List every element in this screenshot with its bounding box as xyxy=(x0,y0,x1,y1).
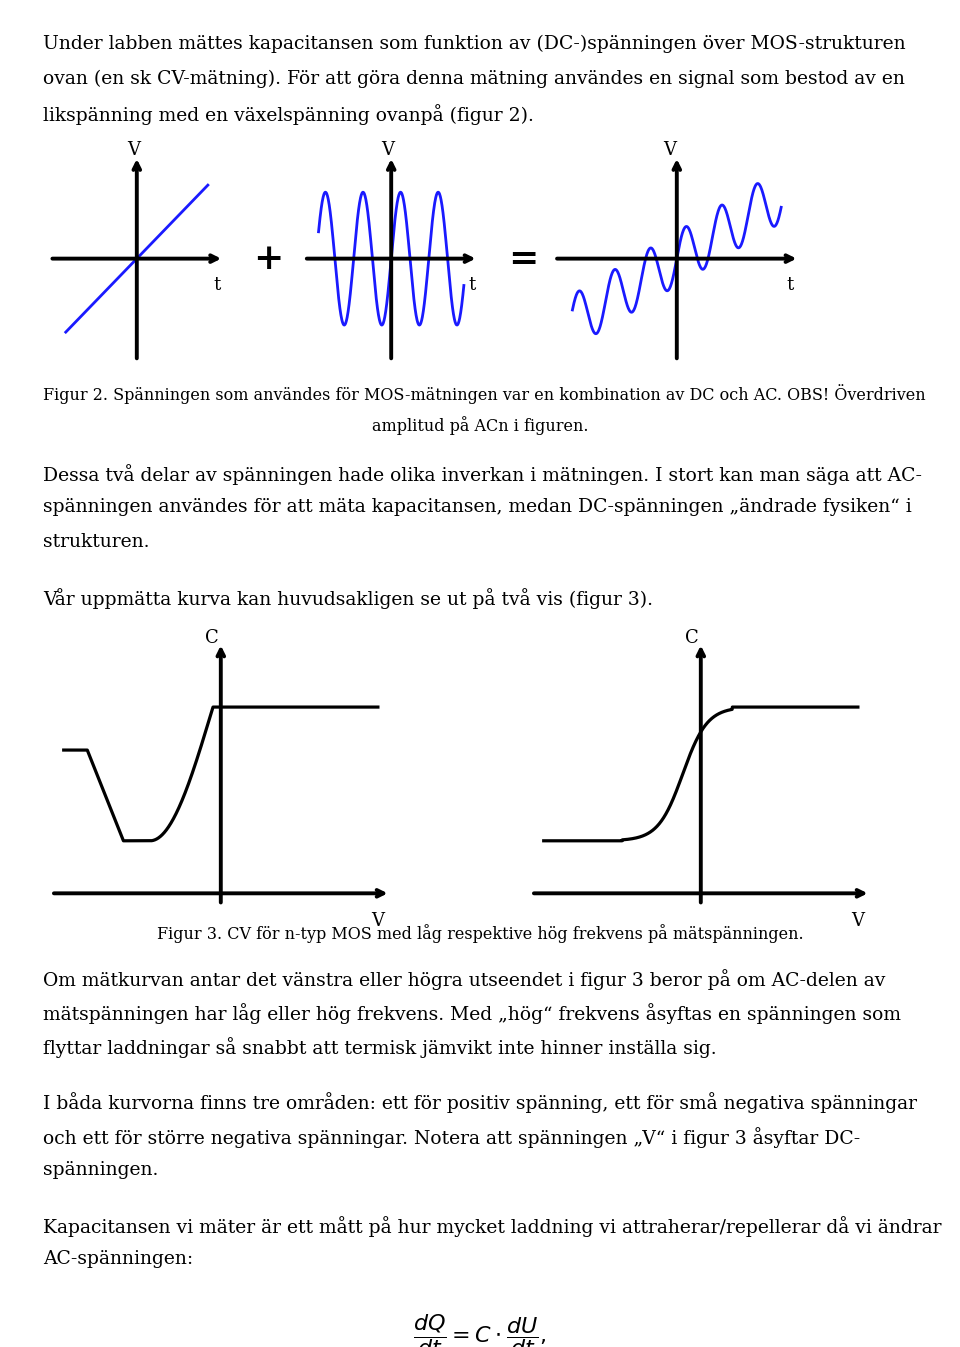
Text: spänningen.: spänningen. xyxy=(43,1161,158,1179)
Text: I båda kurvorna finns tre områden: ett för positiv spänning, ett för små negativ: I båda kurvorna finns tre områden: ett f… xyxy=(43,1092,917,1114)
Text: spänningen användes för att mäta kapacitansen, medan DC-spänningen „ändrade fysi: spänningen användes för att mäta kapacit… xyxy=(43,498,912,516)
Text: V: V xyxy=(127,141,140,159)
Text: V: V xyxy=(852,912,864,931)
Text: V: V xyxy=(381,141,395,159)
Text: t: t xyxy=(786,276,794,294)
Text: V: V xyxy=(372,912,384,931)
Text: Dessa två delar av spänningen hade olika inverkan i mätningen. I stort kan man s: Dessa två delar av spänningen hade olika… xyxy=(43,463,923,485)
Text: likspänning med en växelspänning ovanpå (figur 2).: likspänning med en växelspänning ovanpå … xyxy=(43,104,534,125)
Text: C: C xyxy=(205,629,219,648)
Text: =: = xyxy=(508,241,539,276)
Text: $\dfrac{dQ}{dt} = C \cdot \dfrac{dU}{dt},$: $\dfrac{dQ}{dt} = C \cdot \dfrac{dU}{dt}… xyxy=(414,1312,546,1347)
Text: Figur 3. CV för n-typ MOS med låg respektive hög frekvens på mätspänningen.: Figur 3. CV för n-typ MOS med låg respek… xyxy=(156,924,804,943)
Text: Under labben mättes kapacitansen som funktion av (DC-)spänningen över MOS-strukt: Under labben mättes kapacitansen som fun… xyxy=(43,35,906,54)
Text: Figur 2. Spänningen som användes för MOS-mätningen var en kombination av DC och : Figur 2. Spänningen som användes för MOS… xyxy=(43,385,925,404)
Text: t: t xyxy=(468,276,475,294)
Text: mätspänningen har låg eller hög frekvens. Med „hög“ frekvens åsyftas en spänning: mätspänningen har låg eller hög frekvens… xyxy=(43,1004,901,1024)
Text: +: + xyxy=(253,241,284,276)
Text: V: V xyxy=(663,141,676,159)
Text: Om mätkurvan antar det vänstra eller högra utseendet i figur 3 beror på om AC-de: Om mätkurvan antar det vänstra eller hög… xyxy=(43,968,885,990)
Text: strukturen.: strukturen. xyxy=(43,532,150,551)
Text: ovan (en sk CV-mätning). För att göra denna mätning användes en signal som besto: ovan (en sk CV-mätning). För att göra de… xyxy=(43,69,905,88)
Text: t: t xyxy=(214,276,221,294)
Text: Vår uppmätta kurva kan huvudsakligen se ut på två vis (figur 3).: Vår uppmätta kurva kan huvudsakligen se … xyxy=(43,587,653,609)
Text: C: C xyxy=(685,629,699,648)
Text: AC-spänningen:: AC-spänningen: xyxy=(43,1250,193,1269)
Text: och ett för större negativa spänningar. Notera att spänningen „V“ i figur 3 åsyf: och ett för större negativa spänningar. … xyxy=(43,1127,860,1148)
Text: flyttar laddningar så snabbt att termisk jämvikt inte hinner inställa sig.: flyttar laddningar så snabbt att termisk… xyxy=(43,1037,717,1059)
Text: Kapacitansen vi mäter är ett mått på hur mycket laddning vi attraherar/repellera: Kapacitansen vi mäter är ett mått på hur… xyxy=(43,1216,942,1237)
Text: amplitud på ACn i figuren.: amplitud på ACn i figuren. xyxy=(372,416,588,435)
